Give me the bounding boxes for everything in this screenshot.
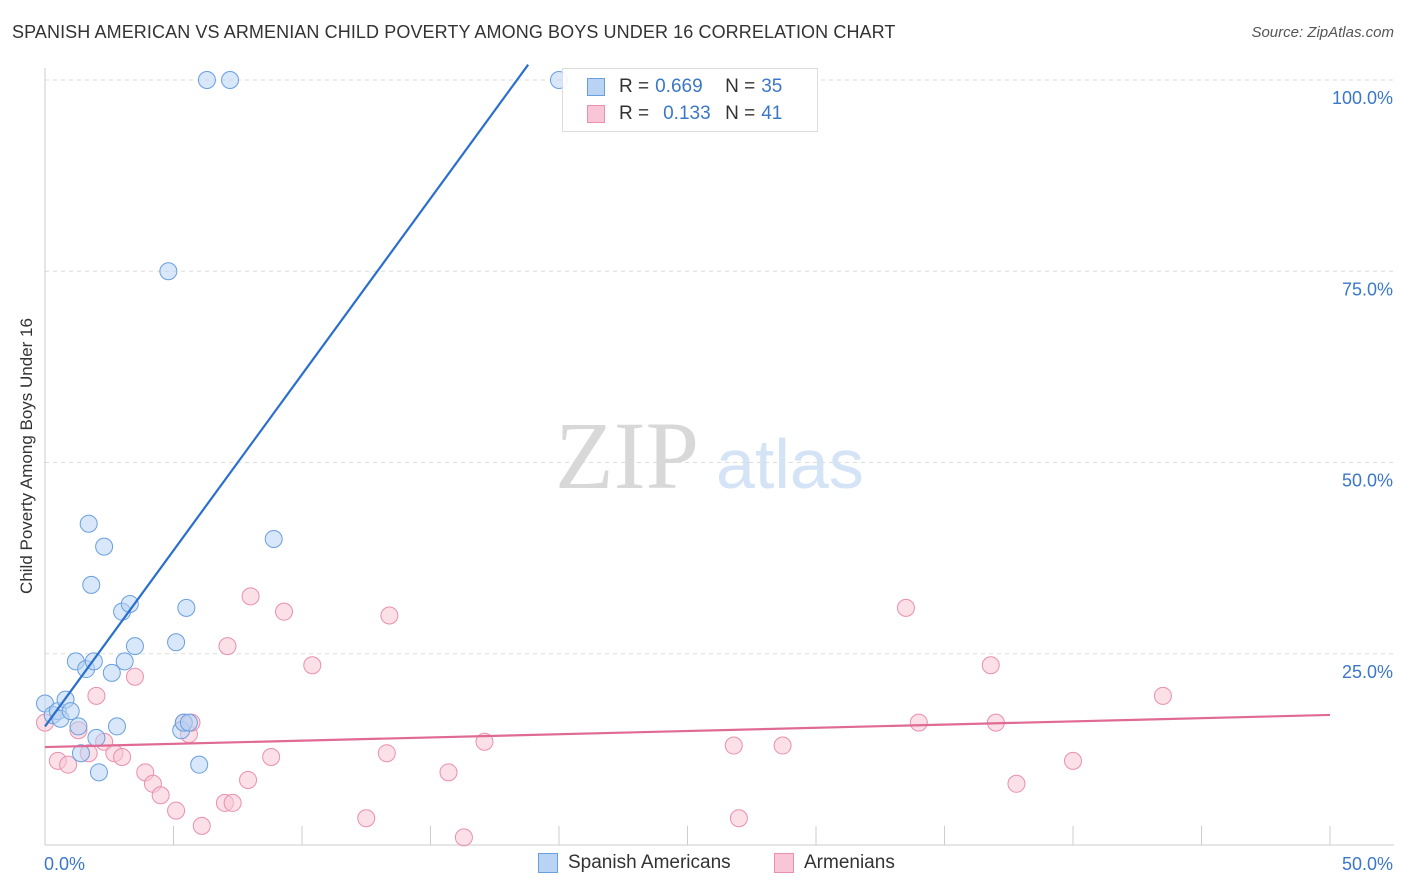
armenians-point [303, 656, 322, 675]
legend-swatch-pink [587, 105, 605, 123]
spanish-americans-point [71, 744, 90, 763]
chart-title: SPANISH AMERICAN VS ARMENIAN CHILD POVER… [12, 22, 896, 42]
armenians-points [36, 587, 1172, 847]
series-legend-spanish-americans[interactable]: Spanish Americans [538, 852, 731, 874]
legend-n-value: 41 [761, 103, 783, 124]
stats-legend: R = 0.669 N = 35 R = 0.133 N = 41 [562, 68, 818, 132]
legend-r-label: R = [619, 103, 650, 124]
spanish-americans-point [264, 530, 283, 548]
armenians-point [59, 755, 78, 774]
spanish-americans-point [120, 595, 139, 614]
spanish-americans-point [82, 575, 101, 594]
legend-r-value: 0.133 [663, 103, 711, 124]
legend-n-label: N = [725, 76, 756, 97]
legend-row-spanish-americans: R = 0.669 N = 35 [587, 75, 782, 99]
spanish-americans-point [89, 763, 108, 782]
legend-r-label: R = [619, 76, 650, 97]
spanish-americans-point [190, 755, 209, 774]
armenians-point [380, 606, 399, 625]
armenians-point [1064, 751, 1082, 770]
armenians-point [151, 786, 170, 805]
y-tick-label: 25.0% [1342, 662, 1393, 682]
armenians-point [241, 587, 260, 606]
series-swatch-pink [774, 853, 794, 873]
spanish-americans-point [102, 663, 121, 682]
armenians-point [896, 598, 915, 617]
armenians-point [454, 828, 473, 847]
armenians-point [113, 748, 132, 767]
armenians-point [192, 816, 211, 835]
legend-r-value: 0.669 [655, 76, 703, 97]
spanish-americans-point [125, 637, 144, 656]
armenians-point [218, 637, 237, 656]
spanish-americans-point [197, 71, 216, 89]
y-tick-label: 100.0% [1332, 88, 1393, 108]
series-swatch-blue [538, 853, 558, 873]
armenians-point [87, 686, 106, 705]
spanish-americans-point [61, 702, 80, 721]
spanish-americans-point [79, 514, 98, 533]
spanish-americans-point [87, 728, 106, 747]
armenians-point [377, 744, 396, 763]
x-tick-label: 0.0% [44, 854, 85, 874]
armenians-point [167, 801, 186, 820]
armenians-trend-line [44, 713, 1331, 749]
watermark-zip: ZIP [555, 402, 699, 509]
spanish-americans-point [159, 262, 178, 281]
spanish-americans-points [36, 71, 568, 782]
armenians-point [1007, 774, 1026, 793]
armenians-point [1153, 686, 1172, 705]
spanish-americans-trend-line [44, 64, 530, 728]
spanish-americans-point [115, 652, 134, 671]
armenians-point [909, 713, 928, 732]
armenians-point [729, 809, 748, 828]
armenians-point [981, 656, 1000, 675]
series-legend: Spanish Americans Armenians [0, 852, 1406, 878]
armenians-point [223, 793, 242, 812]
legend-swatch-blue [587, 78, 605, 96]
armenians-point [357, 809, 376, 828]
spanish-americans-point [95, 537, 114, 556]
source-label: Source: ZipAtlas.com [1251, 24, 1394, 41]
armenians-point [439, 763, 458, 782]
spanish-americans-point [177, 598, 196, 617]
series-label: Spanish Americans [568, 852, 731, 873]
spanish-americans-point [179, 713, 198, 732]
spanish-americans-point [167, 633, 186, 652]
series-label: Armenians [804, 852, 895, 873]
y-axis-label: Child Poverty Among Boys Under 16 [17, 318, 36, 594]
legend-n-label: N = [725, 103, 756, 124]
armenians-point [275, 602, 294, 621]
armenians-point [262, 748, 281, 767]
grid-layer [45, 79, 1394, 655]
x-tick-label: 50.0% [1342, 854, 1393, 874]
legend-row-armenians: R = 0.133 N = 41 [587, 102, 782, 126]
spanish-americans-point [69, 717, 88, 736]
spanish-americans-point [107, 717, 126, 736]
armenians-point [773, 736, 792, 755]
tick-labels: 25.0% 50.0% 75.0% 100.0% 0.0% 50.0% [44, 88, 1393, 874]
trend-lines [44, 64, 1331, 749]
armenians-point [724, 736, 743, 755]
watermark-atlas: atlas [716, 425, 864, 503]
legend-n-value: 35 [761, 76, 783, 97]
armenians-point [475, 732, 494, 751]
y-tick-label: 75.0% [1342, 279, 1393, 299]
series-legend-armenians[interactable]: Armenians [774, 852, 895, 874]
armenians-point [125, 667, 144, 686]
spanish-americans-point [221, 71, 240, 89]
armenians-point [239, 770, 258, 789]
y-tick-label: 50.0% [1342, 471, 1393, 491]
